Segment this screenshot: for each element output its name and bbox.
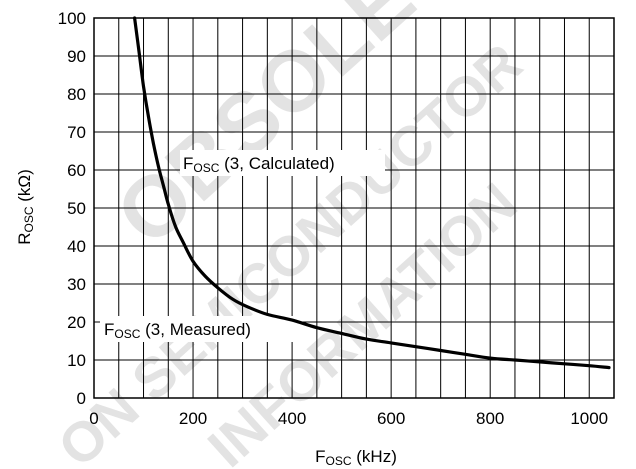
y-tick-label-9: 90 [67, 47, 86, 66]
annotation-calculated: FOSC (3, Calculated) [183, 154, 335, 175]
x-axis-label-rest: (kHz) [352, 447, 397, 466]
annotation-measured: FOSC (3, Measured) [104, 320, 251, 341]
y-tick-label-0: 0 [77, 389, 86, 408]
x-tick-label-3: 600 [377, 409, 405, 428]
series-group [133, 16, 611, 370]
y-tick-label-3: 30 [67, 275, 86, 294]
y-tick-label-4: 40 [67, 237, 86, 256]
y-tick-label-5: 50 [67, 199, 86, 218]
x-axis-label-sub: OSC [326, 454, 352, 468]
y-tick-label-10: 100 [58, 9, 86, 28]
annotation-calculated-rest: (3, Calculated) [219, 154, 334, 173]
y-axis-label-sub: OSC [22, 206, 36, 232]
plot-frame [93, 17, 615, 399]
x-tick-label-5: 1000 [570, 409, 608, 428]
x-axis-label: FOSC (kHz) [315, 447, 397, 468]
annotation-measured-rest: (3, Measured) [140, 320, 251, 339]
y-axis-label-main: R [15, 233, 34, 245]
x-tick-label-1: 200 [179, 409, 207, 428]
annotation-calculated-sub: OSC [193, 161, 219, 175]
y-tick-label-6: 60 [67, 161, 86, 180]
y-tick-label-1: 10 [67, 351, 86, 370]
annotation-calculated-main: F [183, 154, 193, 173]
y-tick-label-7: 70 [67, 123, 86, 142]
y-tick-label-8: 80 [67, 85, 86, 104]
tick-labels: 0 200 400 600 800 1000 0 10 20 30 40 50 60 70 80 90 100 [58, 9, 609, 428]
x-tick-label-2: 400 [278, 409, 306, 428]
series-line-0 [133, 16, 611, 370]
x-tick-label-4: 800 [476, 409, 504, 428]
annotation-measured-bg [100, 316, 295, 342]
y-axis-label: ROSC (kΩ) [15, 169, 36, 245]
x-tick-label-0: 0 [89, 409, 98, 428]
y-axis-label-rest: (kΩ) [15, 169, 34, 206]
y-tick-label-2: 20 [67, 313, 86, 332]
annotation-measured-main: F [104, 320, 114, 339]
annotation-measured-sub: OSC [114, 327, 140, 341]
x-axis-label-main: F [315, 447, 325, 466]
annotation-calculated-bg [180, 150, 385, 176]
